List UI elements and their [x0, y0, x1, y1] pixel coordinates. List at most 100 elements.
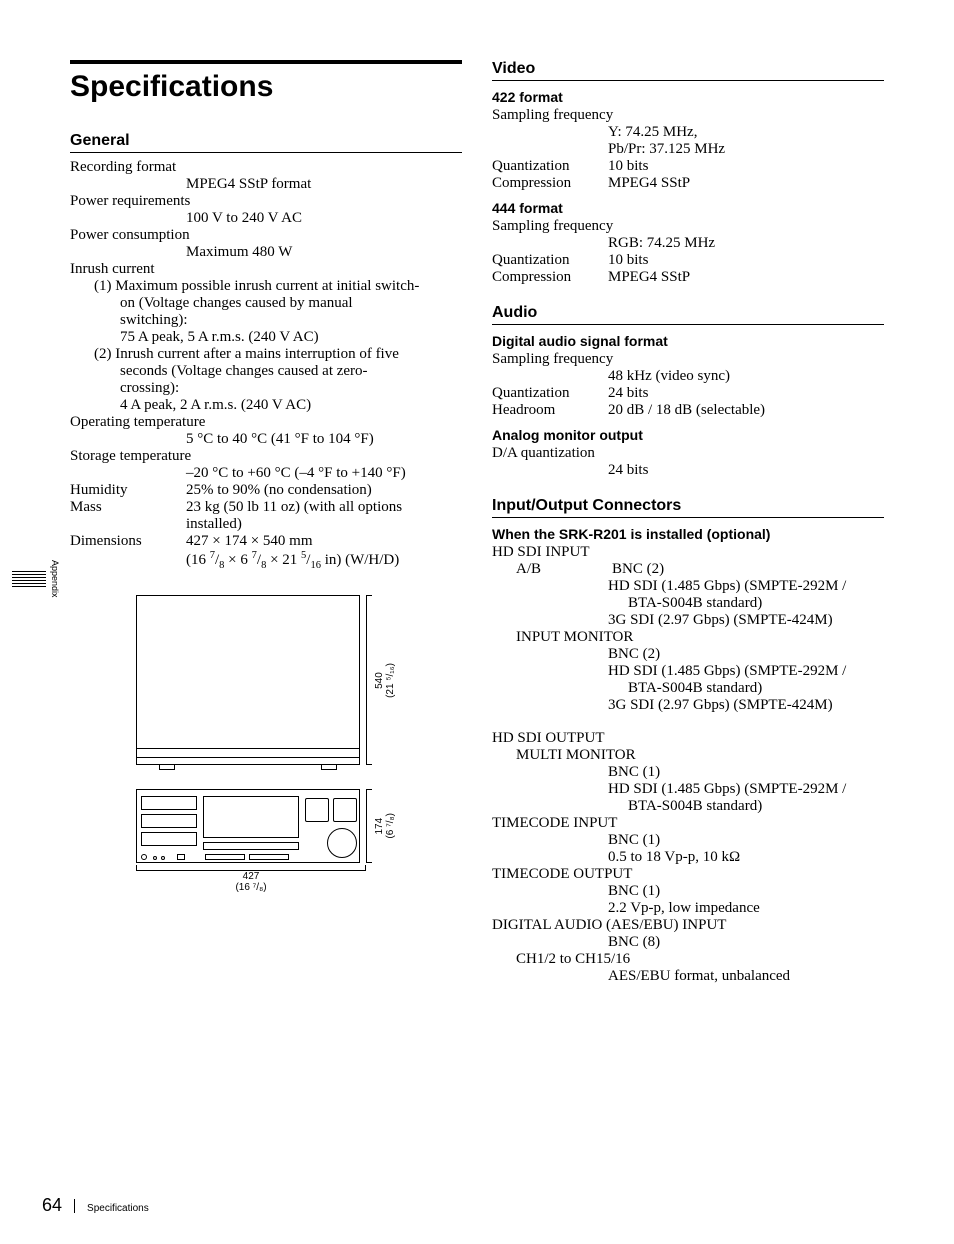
spec-subitem-line: seconds (Voltage changes caused at zero- [70, 363, 462, 380]
spec-value: 25% to 90% (no condensation) [182, 482, 462, 499]
io-name: MULTI MONITOR [492, 747, 884, 764]
spec-subitem-line: 4 A peak, 2 A r.m.s. (240 V AC) [70, 397, 462, 414]
spec-label: Quantization [492, 158, 604, 175]
io-name: CH1/2 to CH15/16 [492, 951, 884, 968]
figure-width-dim: 427 (16 ⁷/₈) [136, 865, 366, 893]
spec-row: Quantization10 bits [492, 252, 884, 269]
io-heading: TIMECODE OUTPUT [492, 866, 884, 883]
spec-label: Sampling frequency [492, 351, 884, 368]
title-rule [70, 60, 462, 64]
io-value: BNC (1) [492, 764, 884, 781]
spec-label: Dimensions [70, 533, 182, 550]
io-value: BNC (2) [492, 646, 884, 663]
io-heading: HD SDI INPUT [492, 544, 884, 561]
spec-value: Y: 74.25 MHz, [492, 124, 884, 141]
general-body: Recording formatMPEG4 SStP formatPower r… [70, 159, 462, 571]
spec-label: Power consumption [70, 227, 462, 244]
spec-subitem: (1) Maximum possible inrush current at i… [70, 278, 462, 295]
figure-front-view [136, 789, 360, 863]
io-value: HD SDI (1.485 Gbps) (SMPTE-292M / [492, 663, 884, 680]
spec-row: Mass23 kg (50 lb 11 oz) (with all option… [70, 499, 462, 516]
io-value: HD SDI (1.485 Gbps) (SMPTE-292M / [492, 781, 884, 798]
audio-body: Digital audio signal formatSampling freq… [492, 333, 884, 479]
spec-row: Headroom20 dB / 18 dB (selectable) [492, 402, 884, 419]
io-value: BNC (8) [492, 934, 884, 951]
spec-row: CompressionMPEG4 SStP [492, 175, 884, 192]
spec-label: Quantization [492, 385, 604, 402]
spec-value: MPEG4 SStP [604, 175, 884, 192]
io-heading: HD SDI OUTPUT [492, 730, 884, 747]
subsection-heading: 422 format [492, 89, 884, 105]
spec-value: 20 dB / 18 dB (selectable) [604, 402, 884, 419]
spec-row: Humidity25% to 90% (no condensation) [70, 482, 462, 499]
page-title: Specifications [70, 70, 462, 104]
spec-value: installed) [70, 516, 462, 533]
spec-value: 5 °C to 40 °C (41 °F to 104 °F) [70, 431, 462, 448]
left-column: Specifications General Recording formatM… [70, 60, 462, 985]
io-value: 3G SDI (2.97 Gbps) (SMPTE-424M) [492, 612, 884, 629]
spec-row: Quantization24 bits [492, 385, 884, 402]
video-body: 422 format Sampling frequencyY: 74.25 MHz… [492, 89, 884, 286]
spec-value: 10 bits [604, 158, 884, 175]
spec-label: Headroom [492, 402, 604, 419]
io-heading: TIMECODE INPUT [492, 815, 884, 832]
spec-value: 427 × 174 × 540 mm [182, 533, 462, 550]
subsection-heading: Analog monitor output [492, 427, 884, 443]
spec-label: Sampling frequency [492, 107, 884, 124]
spec-subitem-line: crossing): [70, 380, 462, 397]
footer-label: Specifications [87, 1203, 149, 1214]
spec-value: 24 bits [604, 385, 884, 402]
side-tab: Appendix [12, 560, 60, 598]
spec-label: Compression [492, 269, 604, 286]
io-value: BNC (2) [608, 561, 884, 578]
side-tab-lines [12, 571, 46, 587]
io-value: BNC (1) [492, 883, 884, 900]
spec-value: 10 bits [604, 252, 884, 269]
io-value: HD SDI (1.485 Gbps) (SMPTE-292M / [492, 578, 884, 595]
spec-value: 48 kHz (video sync) [492, 368, 884, 385]
spec-subitem: (2) Inrush current after a mains interru… [70, 346, 462, 363]
spec-label: Compression [492, 175, 604, 192]
spec-label: Power requirements [70, 193, 462, 210]
spec-label: Operating temperature [70, 414, 462, 431]
io-value: 3G SDI (2.97 Gbps) (SMPTE-424M) [492, 697, 884, 714]
spec-row: Quantization10 bits [492, 158, 884, 175]
spec-value: (16 7/8 × 6 7/8 × 21 5/16 in) (W/H/D) [70, 550, 462, 571]
spec-value: –20 °C to +60 °C (–4 °F to +140 °F) [70, 465, 462, 482]
io-name: A/B [492, 561, 608, 578]
footer-separator [74, 1199, 75, 1213]
section-video: Video [492, 60, 884, 81]
section-audio: Audio [492, 304, 884, 325]
page-footer: 64 Specifications [42, 1195, 149, 1216]
io-value: AES/EBU format, unbalanced [492, 968, 884, 985]
spec-value: MPEG4 SStP format [70, 176, 462, 193]
figure-top-view [136, 595, 360, 765]
spec-value: MPEG4 SStP [604, 269, 884, 286]
spec-subitem-line: 75 A peak, 5 A r.m.s. (240 V AC) [70, 329, 462, 346]
io-value: BTA-S004B standard) [492, 595, 884, 612]
page-number: 64 [42, 1195, 62, 1216]
io-row: A/BBNC (2) [492, 561, 884, 578]
section-general: General [70, 132, 462, 153]
io-value: BNC (1) [492, 832, 884, 849]
spec-value: Maximum 480 W [70, 244, 462, 261]
spec-value: 23 kg (50 lb 11 oz) (with all options [182, 499, 462, 516]
spec-label: Humidity [70, 482, 182, 499]
spec-value: 24 bits [492, 462, 884, 479]
subsection-heading: 444 format [492, 200, 884, 216]
dimension-figure: 540(21 ⁵/₁₆) [136, 595, 396, 893]
figure-height-dim: 174(6 ⁷/₈) [366, 789, 396, 863]
io-value: BTA-S004B standard) [492, 798, 884, 815]
spec-label: Inrush current [70, 261, 462, 278]
spec-value: RGB: 74.25 MHz [492, 235, 884, 252]
figure-depth-dim: 540(21 ⁵/₁₆) [366, 595, 396, 765]
spec-row: CompressionMPEG4 SStP [492, 269, 884, 286]
io-subheading: When the SRK-R201 is installed (optional… [492, 526, 884, 542]
spec-label: Quantization [492, 252, 604, 269]
spec-label: D/A quantization [492, 445, 884, 462]
spec-subitem-line: switching): [70, 312, 462, 329]
right-column: Video 422 formatSampling frequencyY: 74.… [492, 60, 884, 985]
io-value: 2.2 Vp-p, low impedance [492, 900, 884, 917]
spec-label: Storage temperature [70, 448, 462, 465]
section-io: Input/Output Connectors [492, 497, 884, 518]
